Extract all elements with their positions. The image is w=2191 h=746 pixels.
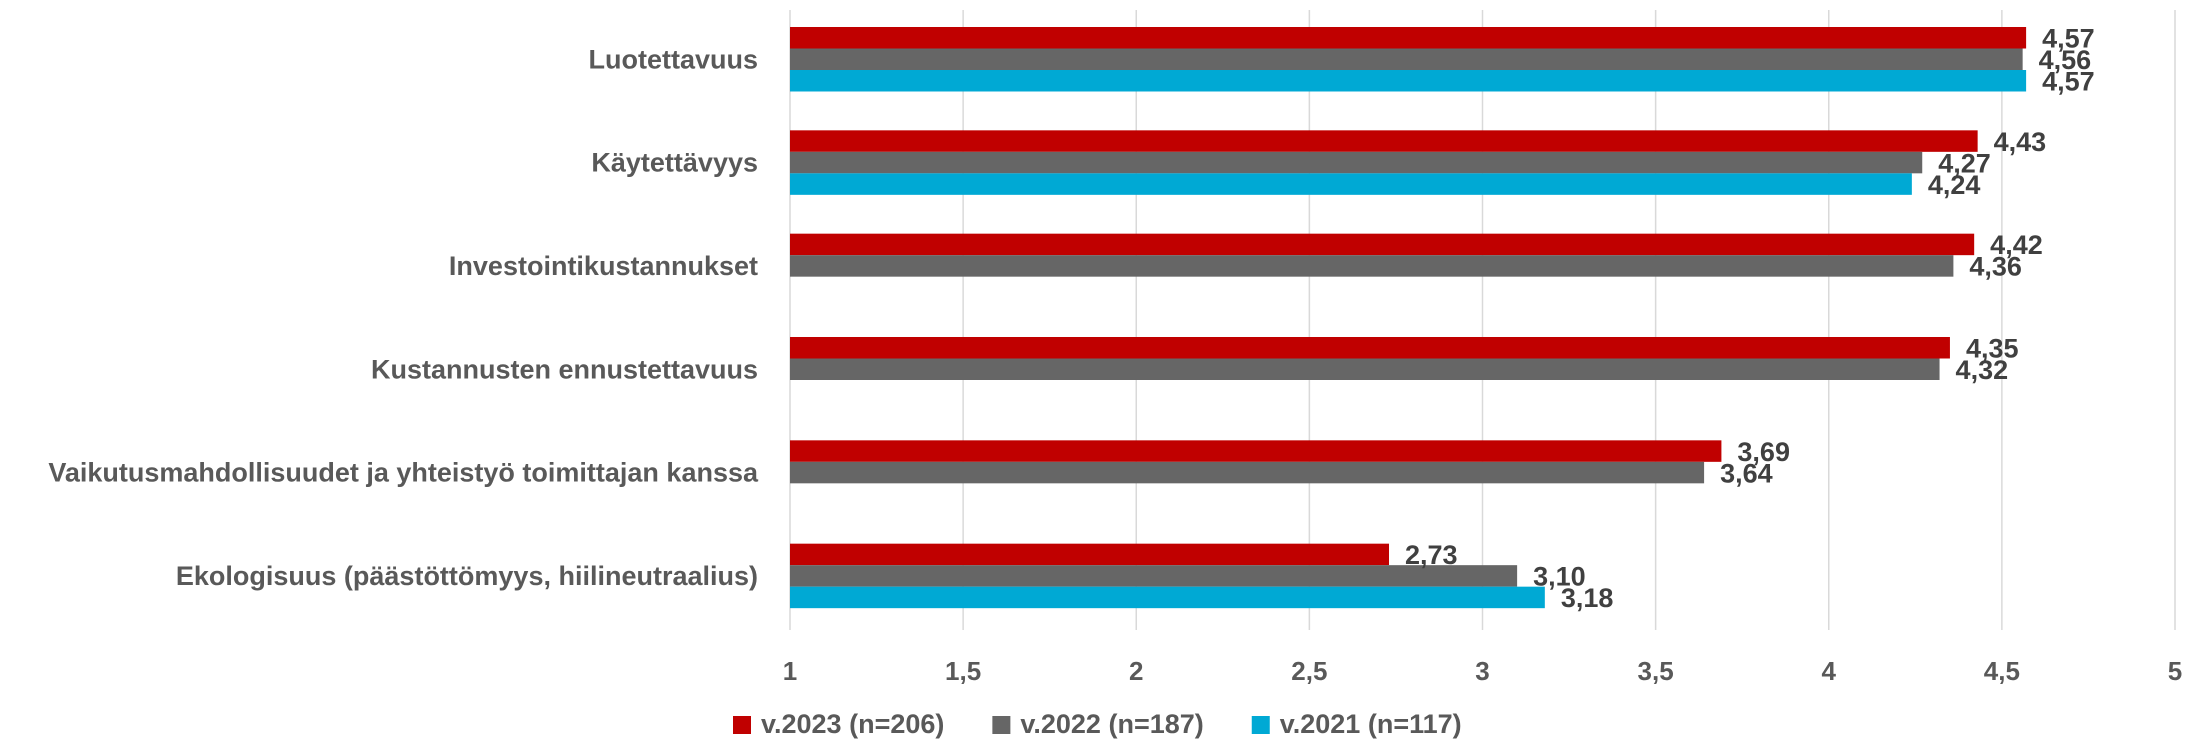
bar (790, 173, 1912, 195)
bars (790, 27, 2027, 609)
data-label: 4,56 (2039, 45, 2092, 75)
data-label: 4,42 (1990, 230, 2043, 260)
bar (790, 151, 1923, 174)
bar (790, 233, 1975, 256)
x-tick-label: 2,5 (1291, 656, 1327, 686)
bar (790, 565, 1518, 587)
bar (790, 27, 2027, 49)
legend-item: v.2022 (n=187) (992, 709, 1204, 739)
gridlines (789, 10, 2176, 630)
legend-item: v.2023 (n=206) (733, 709, 944, 739)
category-label: Ekologisuus (päästöttömyys, hiilineutraa… (176, 561, 758, 591)
bar (790, 70, 2027, 92)
category-label: Investointikustannukset (449, 251, 758, 281)
bar (790, 440, 1722, 462)
data-label: 4,57 (2042, 24, 2095, 54)
legend-label: v.2023 (n=206) (761, 709, 944, 739)
bar (790, 337, 1950, 359)
x-tick-label: 4,5 (1984, 656, 2020, 686)
legend-label: v.2022 (n=187) (1020, 709, 1203, 739)
data-label: 2,73 (1405, 540, 1458, 570)
bar (790, 461, 1705, 484)
data-label: 4,36 (1969, 252, 2022, 282)
legend-item: v.2021 (n=117) (1251, 709, 1462, 739)
x-tick-label: 5 (2168, 656, 2182, 686)
category-label: Luotettavuus (588, 44, 758, 74)
legend-swatch (1251, 716, 1270, 734)
legend-swatch (733, 716, 751, 734)
data-labels: 4,574,564,57 4,434,274,24 4,424,36 4,354,32… (1405, 24, 2095, 614)
legend-label: v.2021 (n=117) (1280, 709, 1462, 739)
x-axis-ticks: 1 1,5 2 2,5 3 3,5 4 4,5 5 (783, 656, 2182, 686)
data-label: 4,27 (1938, 148, 1991, 178)
data-label: 3,18 (1561, 583, 1614, 613)
bar (790, 543, 1390, 566)
bar (790, 586, 1545, 609)
category-label: Kustannusten ennustettavuus (371, 354, 758, 384)
bar (790, 358, 1940, 380)
data-label: 3,64 (1720, 458, 1773, 488)
x-tick-label: 3,5 (1638, 656, 1674, 686)
data-label: 4,32 (1956, 355, 2009, 385)
data-label: 3,10 (1533, 562, 1586, 592)
legend: v.2023 (n=206) v.2022 (n=187) v.2021 (n=11… (733, 709, 1462, 739)
data-label: 3,69 (1737, 437, 1790, 467)
data-label: 4,24 (1928, 170, 1981, 200)
x-tick-label: 1,5 (945, 656, 981, 686)
x-tick-label: 1 (783, 656, 797, 686)
category-labels: Luotettavuus Käytettävyys Investointikusta… (48, 44, 759, 591)
data-label: 4,57 (2042, 67, 2095, 97)
data-label: 4,35 (1966, 334, 2019, 364)
legend-swatch (992, 716, 1011, 734)
data-label: 4,43 (1994, 127, 2047, 157)
category-label: Käytettävyys (591, 148, 758, 178)
category-label: Vaikutusmahdollisuudet ja yhteistyö toim… (48, 458, 759, 488)
x-tick-label: 3 (1475, 656, 1489, 686)
bar (790, 130, 1978, 152)
x-tick-label: 2 (1129, 656, 1143, 686)
x-tick-label: 4 (1822, 656, 1837, 686)
bar (790, 48, 2023, 70)
bar (790, 255, 1954, 277)
